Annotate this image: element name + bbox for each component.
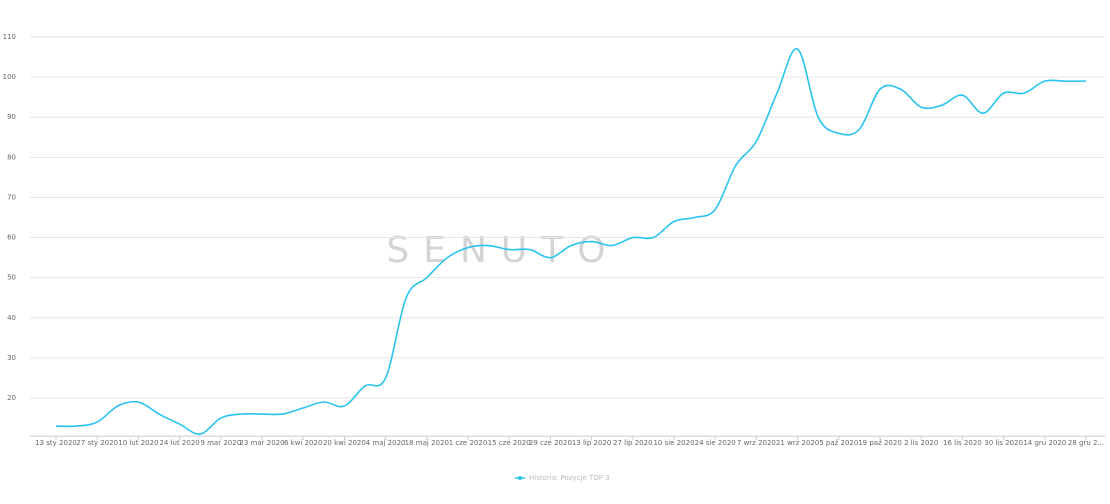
x-tick-label: 2 lis 2020 (904, 439, 938, 447)
x-tick-label: 27 lip 2020 (613, 439, 653, 447)
legend-marker (518, 476, 522, 480)
legend-label: Historia: Pozycje TOP 3 (529, 474, 610, 482)
x-tick-label: 30 lis 2020 (984, 439, 1023, 447)
y-tick-label: 70 (7, 193, 16, 201)
x-tick-label: 24 lut 2020 (159, 439, 199, 447)
x-tick-label: 29 cze 2020 (529, 439, 572, 447)
x-tick-label: 10 lut 2020 (118, 439, 158, 447)
x-tick-label: 14 gru 2020 (1023, 439, 1066, 447)
x-tick-label: 20 kwi 2020 (323, 439, 366, 447)
x-tick-label: 13 lip 2020 (572, 439, 612, 447)
x-tick-label: 19 paź 2020 (858, 439, 902, 447)
x-tick-label: 1 cze 2020 (449, 439, 488, 447)
x-tick-label: 13 sty 2020 (35, 439, 77, 447)
y-tick-label: 40 (7, 314, 16, 322)
y-tick-label: 50 (7, 274, 16, 282)
x-tick-label: 16 lis 2020 (943, 439, 982, 447)
x-tick-label: 21 wrz 2020 (776, 439, 819, 447)
x-tick-label: 10 sie 2020 (653, 439, 694, 447)
y-tick-label: 30 (7, 354, 16, 362)
x-tick-label: 5 paź 2020 (819, 439, 858, 447)
y-tick-label: 90 (7, 113, 16, 121)
watermark: SENUTO (386, 230, 619, 271)
y-tick-label: 20 (7, 394, 16, 402)
y-tick-label: 60 (7, 234, 16, 242)
y-tick-label: 100 (3, 73, 16, 81)
x-tick-label: 6 kwi 2020 (284, 439, 322, 447)
y-tick-label: 110 (3, 33, 16, 41)
x-tick-label: 15 cze 2020 (488, 439, 531, 447)
y-tick-label: 80 (7, 153, 16, 161)
x-tick-label: 23 mar 2020 (239, 439, 284, 447)
line-series (55, 48, 1086, 435)
x-tick-label: 9 mar 2020 (200, 439, 241, 447)
x-tick-label: 4 maj 2020 (366, 439, 406, 447)
x-tick-label: 28 gru 2... (1068, 439, 1104, 447)
x-tick-label: 27 sty 2020 (76, 439, 118, 447)
x-tick-label: 24 sie 2020 (695, 439, 736, 447)
x-tick-label: 18 maj 2020 (405, 439, 449, 447)
x-tick-label: 7 wrz 2020 (737, 439, 776, 447)
